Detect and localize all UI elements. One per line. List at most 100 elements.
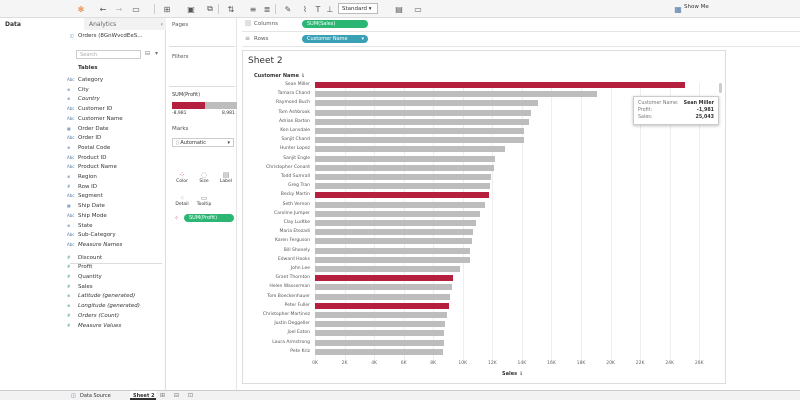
columns-shelf[interactable]: ||| Columns SUM(Sales)	[242, 18, 800, 32]
field-item[interactable]: Abc Product ID	[67, 155, 107, 161]
new-dashboard-icon[interactable]: ⊟	[174, 392, 180, 399]
bar[interactable]	[315, 155, 496, 162]
legend-positive-swatch[interactable]	[205, 102, 237, 109]
scrollbar-thumb[interactable]	[719, 83, 722, 93]
marks-profit-pill[interactable]: SUM(Profit)	[184, 214, 234, 222]
bar[interactable]	[315, 229, 473, 236]
bar[interactable]	[315, 192, 490, 199]
bar[interactable]	[315, 137, 524, 144]
field-item[interactable]: Abc Customer Name	[67, 116, 123, 122]
bar[interactable]	[315, 118, 529, 125]
bar[interactable]	[315, 247, 471, 254]
bar[interactable]	[315, 284, 453, 291]
category-label[interactable]: Justin Deggeller	[274, 321, 310, 327]
bar[interactable]	[315, 174, 491, 180]
field-item[interactable]: ⊕ City	[67, 87, 89, 93]
pin-icon[interactable]: ⊥	[326, 4, 334, 14]
collapse-icon[interactable]: ‹	[160, 21, 163, 28]
columns-sales-pill[interactable]: SUM(Sales)	[302, 20, 368, 28]
show-me-icon[interactable]: ▦	[674, 4, 682, 14]
category-label[interactable]: Seth Vernon	[282, 201, 310, 207]
category-label[interactable]: Laura Armstrong	[272, 339, 310, 345]
category-label[interactable]: Sean Miller	[285, 82, 310, 87]
pause-updates-icon[interactable]: ▣	[187, 4, 195, 14]
show-cards-icon[interactable]: ▤	[395, 4, 403, 14]
category-label[interactable]: Helen Wasserman	[269, 284, 310, 290]
field-item[interactable]: ⊕ Country	[67, 96, 100, 102]
category-label[interactable]: Sanjit Chand	[281, 137, 310, 143]
bar[interactable]	[315, 302, 449, 309]
presentation-icon[interactable]: ▭	[414, 4, 422, 14]
category-label[interactable]: Pete Kriz	[290, 348, 310, 354]
label-icon[interactable]: T	[315, 4, 321, 14]
group-icon[interactable]: ⌇	[303, 4, 307, 14]
field-item[interactable]: ▦ Ship Date	[67, 203, 105, 209]
sort-icon[interactable]: ⇂	[300, 73, 305, 79]
field-item[interactable]: ⊕ Region	[67, 174, 97, 180]
row-header[interactable]: Customer Name ⇂	[254, 73, 305, 79]
bar[interactable]	[315, 256, 470, 263]
sort-desc-icon[interactable]: ≣	[263, 4, 271, 14]
field-item[interactable]: # Profit	[67, 264, 92, 270]
category-label[interactable]: Todd Sumrall	[280, 174, 310, 179]
bar[interactable]	[315, 238, 472, 245]
bar[interactable]	[315, 330, 445, 337]
category-label[interactable]: Karen Ferguson	[275, 238, 310, 244]
category-label[interactable]: Raymond Buch	[276, 100, 310, 106]
undo-icon[interactable]: ←	[99, 4, 107, 14]
bar[interactable]	[315, 210, 480, 217]
field-item[interactable]: # Row ID	[67, 184, 97, 190]
save-icon[interactable]: ▭	[132, 4, 140, 14]
category-label[interactable]: Adrian Barton	[278, 118, 310, 124]
category-label[interactable]: Hunter Lopez	[279, 146, 310, 152]
bar[interactable]	[315, 348, 443, 355]
field-item[interactable]: # Orders (Count)	[67, 313, 119, 319]
filter-icon[interactable]: ⊟	[145, 50, 151, 57]
field-item[interactable]: ⊕ Postal Code	[67, 145, 110, 151]
menu-icon[interactable]: ▾	[155, 50, 159, 57]
category-label[interactable]: Tom Ashbrook	[278, 109, 310, 115]
fit-select[interactable]: Standard ▾	[338, 3, 378, 14]
new-sheet-icon[interactable]: ⧉	[207, 4, 213, 13]
category-label[interactable]: Edward Hooks	[277, 256, 310, 262]
field-item[interactable]: # Quantity	[67, 274, 102, 280]
tab-data[interactable]: Data	[0, 18, 84, 30]
field-item[interactable]: ⊕ State	[67, 223, 93, 229]
swap-icon[interactable]: ⇅	[227, 4, 235, 14]
field-item[interactable]: ⊕ Latitude (generated)	[67, 293, 135, 299]
bar[interactable]	[315, 183, 490, 190]
category-label[interactable]: Caroline Jumper	[274, 210, 310, 216]
field-item[interactable]: Abc Segment	[67, 193, 103, 199]
category-label[interactable]: Joel Eaton	[287, 330, 311, 336]
field-item[interactable]: # Discount	[67, 255, 102, 261]
category-label[interactable]: Tamara Chand	[277, 91, 310, 97]
bar[interactable]	[315, 128, 525, 134]
new-story-icon[interactable]: ⊡	[188, 392, 194, 399]
search-input[interactable]: Search	[76, 50, 141, 59]
bar[interactable]	[315, 275, 454, 282]
bar[interactable]	[315, 293, 450, 300]
tab-analytics[interactable]: Analytics ‹	[84, 18, 166, 30]
color-button[interactable]: ⁘ Color	[172, 171, 192, 189]
rows-shelf[interactable]: ≡ Rows Customer Name ▾	[242, 33, 800, 47]
datasource-tab[interactable]: Data Source	[80, 393, 111, 399]
sort-asc-icon[interactable]: ≡	[249, 4, 257, 14]
detail-button[interactable]: ⁖ Detail	[172, 194, 192, 212]
tooltip-button[interactable]: ▭ Tooltip	[194, 194, 214, 212]
label-button[interactable]: ▤ Label	[216, 171, 236, 189]
bar[interactable]	[315, 321, 446, 328]
bar[interactable]	[315, 339, 444, 346]
field-item[interactable]: Abc Measure Names	[67, 242, 122, 248]
field-item[interactable]: # Sales	[67, 284, 93, 290]
highlight-icon[interactable]: ✎	[284, 4, 292, 14]
mark-type-select[interactable]: ▯ Automatic ▾	[172, 138, 234, 147]
datasource-item[interactable]: ◫ Orders (8GnWvcdEeS...	[70, 33, 142, 39]
category-label[interactable]: Clay Ludtke	[283, 220, 310, 225]
field-item[interactable]: Abc Order ID	[67, 135, 101, 141]
field-item[interactable]: Abc Category	[67, 77, 103, 83]
category-label[interactable]: Christopher Conant	[266, 164, 310, 170]
sort-icon[interactable]: ⇂	[518, 371, 524, 377]
category-label[interactable]: John Lee	[290, 266, 310, 271]
show-me-label[interactable]: Show Me	[684, 4, 709, 10]
category-label[interactable]: Grant Thornton	[275, 275, 311, 281]
